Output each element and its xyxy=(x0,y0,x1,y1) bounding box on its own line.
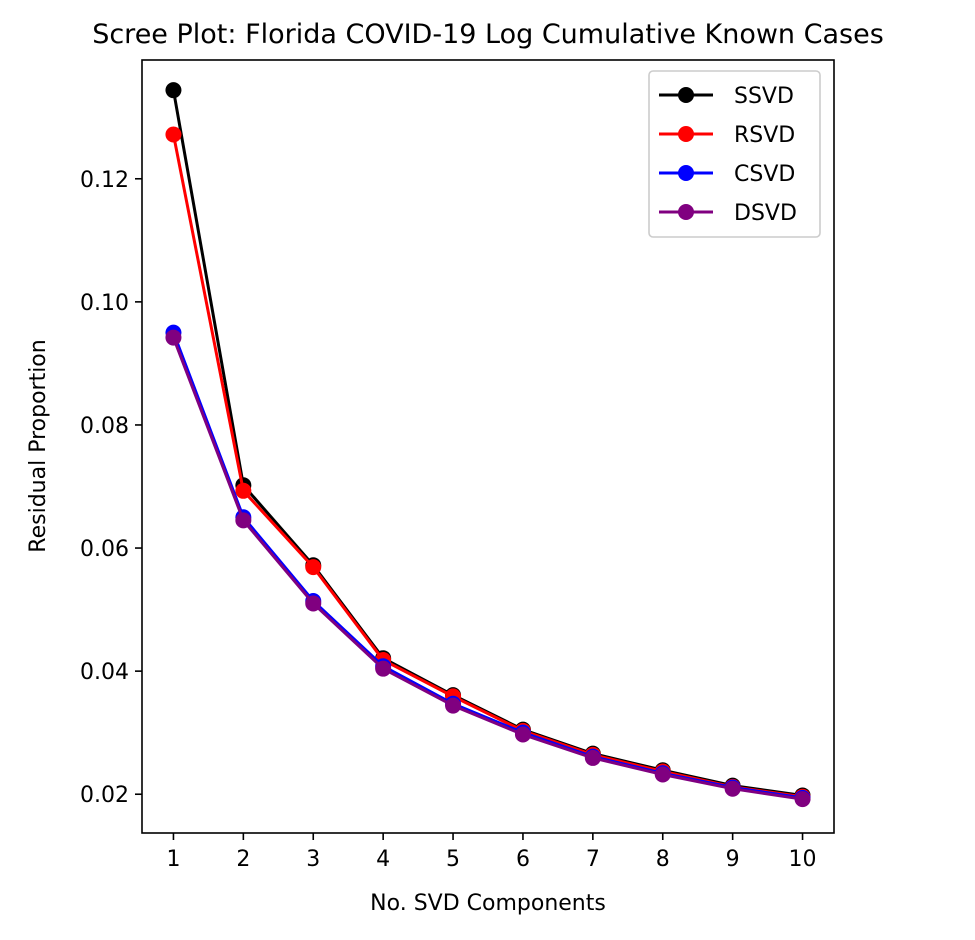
legend-box xyxy=(648,70,821,238)
x-tick-label: 8 xyxy=(656,847,670,872)
y-tick-label: 0.12 xyxy=(80,168,129,193)
x-tick-label: 6 xyxy=(516,847,530,872)
series-line-dsvd xyxy=(172,337,803,801)
x-tick-label: 4 xyxy=(376,847,390,872)
plot-area xyxy=(165,82,811,808)
x-tick-label: 1 xyxy=(166,847,180,872)
legend-label: SSVD xyxy=(734,84,794,109)
plot-frame xyxy=(141,59,835,834)
y-tick-label: 0.08 xyxy=(80,414,129,439)
x-tick-label: 7 xyxy=(586,847,600,872)
data-point xyxy=(165,329,182,346)
data-point xyxy=(235,512,252,529)
y-tick-label: 0.10 xyxy=(80,291,129,316)
legend-item-csvd: CSVD xyxy=(659,162,795,187)
x-tick-label: 2 xyxy=(236,847,250,872)
y-axis: 0.02 0.04 0.06 0.08 0.10 0.12 xyxy=(80,168,142,808)
y-axis-label: Residual Proportion xyxy=(26,339,51,552)
data-point xyxy=(375,660,392,677)
data-point xyxy=(584,749,601,766)
legend-marker xyxy=(678,204,694,220)
series-csvd xyxy=(165,324,811,806)
legend-label: RSVD xyxy=(734,123,795,148)
data-point xyxy=(654,766,671,783)
legend-item-ssvd: SSVD xyxy=(659,84,794,109)
data-point xyxy=(165,82,182,99)
y-tick-label: 0.02 xyxy=(80,783,129,808)
legend-marker xyxy=(678,87,694,103)
y-tick-label: 0.04 xyxy=(80,660,129,685)
data-point xyxy=(305,559,322,576)
legend: SSVD RSVD CSVD DSVD xyxy=(648,70,821,238)
legend-item-rsvd: RSVD xyxy=(659,123,795,148)
x-axis-label: No. SVD Components xyxy=(370,891,606,916)
data-point xyxy=(305,595,322,612)
x-axis: 1 2 3 4 5 6 7 8 9 10 xyxy=(166,833,817,872)
x-tick-label: 5 xyxy=(446,847,460,872)
data-point xyxy=(445,697,462,714)
series-line-csvd xyxy=(172,332,803,800)
series-dsvd xyxy=(165,329,811,808)
legend-item-dsvd: DSVD xyxy=(659,201,797,226)
data-point xyxy=(165,126,182,143)
chart-title: Scree Plot: Florida COVID-19 Log Cumulat… xyxy=(92,19,884,50)
legend-marker xyxy=(678,126,694,142)
legend-label: DSVD xyxy=(734,201,797,226)
data-point xyxy=(794,791,811,808)
x-tick-label: 10 xyxy=(789,847,817,872)
x-tick-label: 3 xyxy=(306,847,320,872)
legend-label: CSVD xyxy=(734,162,795,187)
data-point xyxy=(235,482,252,499)
y-tick-label: 0.06 xyxy=(80,537,129,562)
x-tick-label: 9 xyxy=(726,847,740,872)
data-point xyxy=(724,780,741,797)
legend-marker xyxy=(678,165,694,181)
data-point xyxy=(514,726,531,743)
